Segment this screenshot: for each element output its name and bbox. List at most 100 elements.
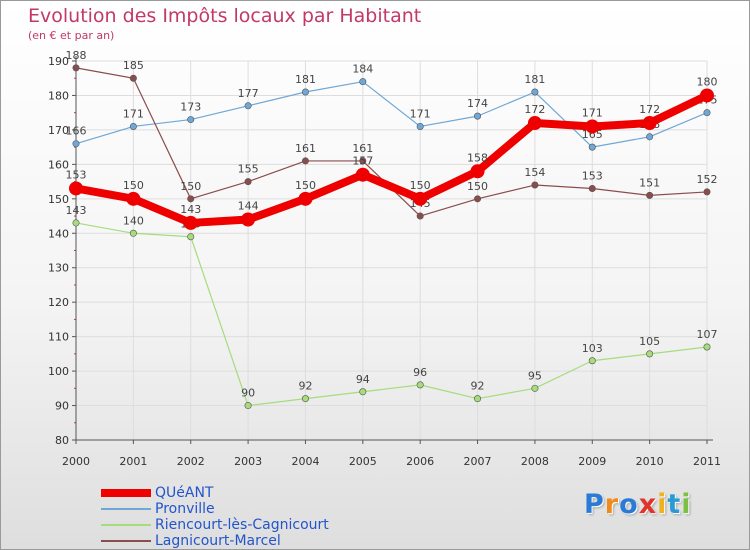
data-point: [298, 191, 313, 206]
logo-letter: i: [681, 489, 692, 520]
proxiti-logo: Proxiti: [584, 489, 692, 520]
data-point: [129, 74, 137, 82]
plot-area: [76, 61, 707, 440]
data-label: 174: [467, 97, 488, 110]
data-label: 150: [467, 180, 488, 193]
x-tick-label: 2010: [636, 455, 664, 468]
chart-subtitle: (en € et par an): [28, 29, 115, 42]
data-point: [531, 88, 539, 96]
x-tick-label: 2000: [62, 455, 90, 468]
data-label: 188: [66, 49, 87, 62]
data-point: [301, 88, 309, 96]
data-point: [187, 116, 195, 124]
y-tick-label: 130: [48, 262, 69, 275]
data-point: [244, 402, 252, 410]
data-point: [474, 112, 482, 120]
y-tick-label: 170: [48, 124, 69, 137]
data-label: 157: [352, 155, 373, 168]
x-tick-label: 2009: [578, 455, 606, 468]
data-label: 140: [123, 214, 144, 227]
data-point: [187, 233, 195, 241]
data-point: [703, 343, 711, 351]
data-label: 180: [697, 75, 718, 88]
data-point: [531, 384, 539, 392]
x-tick-label: 2003: [234, 455, 262, 468]
data-label: 161: [295, 142, 316, 155]
data-point: [72, 219, 80, 227]
data-point: [129, 122, 137, 130]
x-tick-label: 2001: [119, 455, 147, 468]
data-point: [187, 195, 195, 203]
data-label: 144: [238, 199, 259, 212]
legend-swatch: [101, 489, 151, 497]
data-label: 161: [352, 142, 373, 155]
data-point: [470, 164, 485, 179]
data-point: [703, 109, 711, 117]
y-tick-label: 110: [48, 331, 69, 344]
data-label: 95: [528, 369, 542, 382]
data-point: [588, 143, 596, 151]
data-label: 103: [582, 342, 603, 355]
logo-letter: i: [657, 489, 668, 520]
legend-swatch: [101, 524, 151, 526]
legend-item: Riencourt-lès-Cagnicourt: [101, 517, 401, 533]
y-tick-label: 150: [48, 193, 69, 206]
legend-label: QUéANT: [155, 485, 214, 501]
data-point: [642, 116, 657, 131]
data-point: [416, 381, 424, 389]
legend-item: Pronville: [101, 501, 401, 517]
y-tick-label: 190: [48, 55, 69, 68]
legend-label: Pronville: [155, 501, 215, 517]
data-point: [129, 229, 137, 237]
data-label: 150: [123, 179, 144, 192]
data-label: 150: [410, 179, 431, 192]
data-label: 105: [639, 335, 660, 348]
series-line-3: [75, 67, 708, 217]
legend-label: Riencourt-lès-Cagnicourt: [155, 517, 329, 533]
y-tick-label: 140: [48, 227, 69, 240]
logo-letter: P: [584, 489, 605, 520]
logo-letter: t: [667, 489, 682, 520]
data-point: [126, 191, 141, 206]
data-point: [474, 195, 482, 203]
x-tick-label: 2011: [693, 455, 721, 468]
data-label: 177: [238, 87, 259, 100]
data-point: [531, 181, 539, 189]
data-point: [588, 184, 596, 192]
data-point: [527, 116, 542, 131]
y-tick-label: 80: [55, 434, 69, 447]
y-tick-label: 160: [48, 158, 69, 171]
data-point: [244, 102, 252, 110]
x-tick-label: 2006: [406, 455, 434, 468]
data-point: [355, 167, 370, 182]
data-point: [700, 88, 714, 103]
data-point: [646, 350, 654, 358]
data-label: 92: [298, 380, 312, 393]
data-label: 171: [123, 107, 144, 120]
logo-letter: o: [619, 489, 639, 520]
data-point: [474, 395, 482, 403]
data-label: 171: [410, 107, 431, 120]
data-point: [585, 119, 600, 134]
x-tick-label: 2007: [464, 455, 492, 468]
data-point: [646, 133, 654, 141]
data-label: 143: [180, 203, 201, 216]
series-line-1: [75, 81, 708, 148]
y-tick-label: 120: [48, 296, 69, 309]
data-label: 172: [639, 103, 660, 116]
legend-swatch: [101, 508, 151, 510]
data-point: [244, 178, 252, 186]
logo-letter: r: [604, 489, 620, 520]
data-point: [69, 181, 83, 196]
legend-item: Lagnicourt-Marcel: [101, 533, 401, 549]
data-label: 96: [413, 366, 427, 379]
data-label: 185: [123, 59, 144, 72]
legend-item: QUéANT: [101, 485, 401, 501]
data-label: 171: [582, 106, 603, 119]
data-label: 166: [66, 125, 87, 138]
y-tick-label: 180: [48, 89, 69, 102]
data-point: [241, 212, 256, 227]
series-line-2: [75, 222, 708, 407]
